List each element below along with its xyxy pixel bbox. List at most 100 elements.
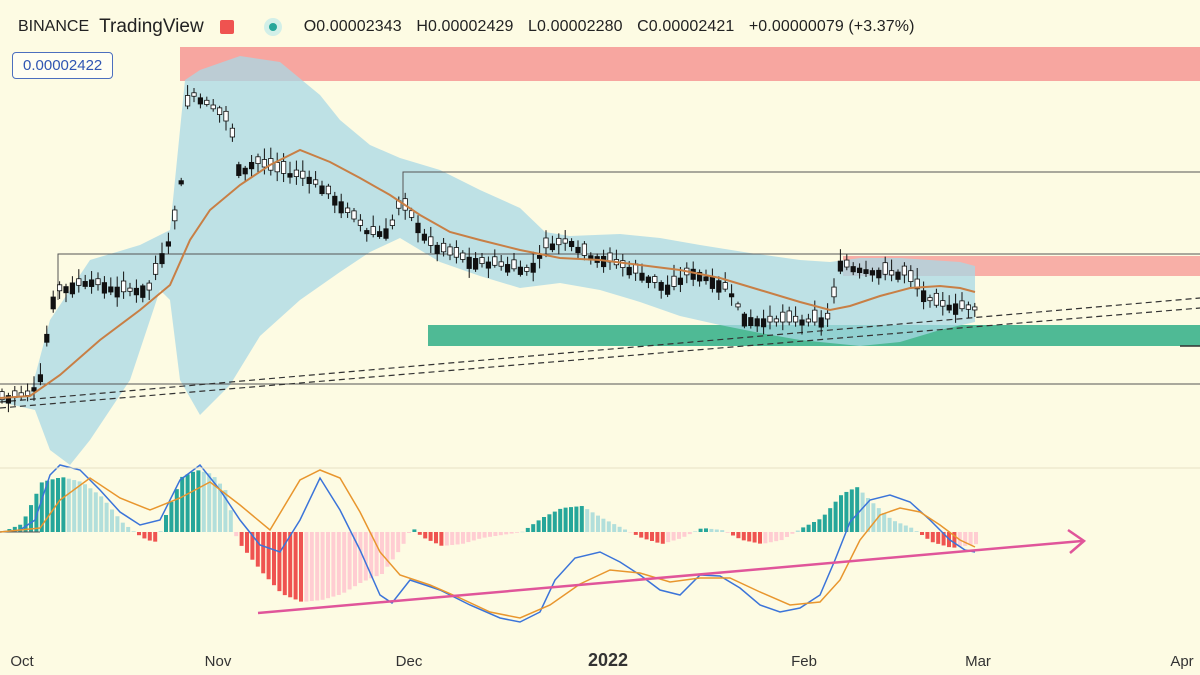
x-tick-label: Dec xyxy=(396,653,423,670)
macd-histogram-bar xyxy=(180,476,185,532)
macd-histogram-bar xyxy=(628,532,633,533)
candle-body xyxy=(735,303,741,308)
macd-histogram-bar xyxy=(12,526,17,532)
macd-histogram-bar xyxy=(396,532,401,553)
candle-body xyxy=(818,317,824,328)
candle-body xyxy=(927,297,933,302)
candle-body xyxy=(793,315,799,323)
macd-histogram-bar xyxy=(806,524,811,532)
candle-body xyxy=(242,167,248,175)
macd-histogram-bar xyxy=(228,510,233,532)
candle-body xyxy=(325,185,332,195)
macd-histogram-bar xyxy=(353,532,357,587)
macd-histogram-bar xyxy=(288,532,293,598)
price-label-box[interactable]: 0.00002422 xyxy=(12,52,114,79)
candle-body xyxy=(133,287,139,296)
candle-body xyxy=(44,333,50,343)
macd-histogram-bar xyxy=(563,507,568,532)
flag-icon[interactable] xyxy=(219,20,234,34)
candle-body xyxy=(882,262,888,275)
macd-histogram-bar xyxy=(531,524,536,532)
resistance-line xyxy=(402,171,1200,210)
macd-histogram-bar xyxy=(920,532,924,535)
macd-histogram-bar xyxy=(747,532,752,542)
macd-histogram-bar xyxy=(758,532,762,544)
candle-body xyxy=(748,317,754,327)
macd-histogram-bar xyxy=(504,532,509,535)
macd-histogram-bar xyxy=(801,527,806,532)
macd-histogram-bar xyxy=(893,521,897,532)
macd-histogram-bar xyxy=(77,481,82,532)
macd-histogram-bar xyxy=(698,528,703,532)
x-tick-label: Feb xyxy=(791,653,817,670)
macd-histogram-bar xyxy=(272,532,276,586)
macd-histogram-bar xyxy=(790,532,795,534)
macd-histogram-bar xyxy=(601,518,606,532)
candle-body xyxy=(460,252,466,260)
macd-histogram-bar xyxy=(677,532,681,539)
macd-histogram-bar xyxy=(914,531,919,532)
macd-histogram-bar xyxy=(569,507,573,532)
ohlc-open: O0.00002343 xyxy=(303,18,402,35)
market-status-icon[interactable] xyxy=(263,18,282,36)
candle-body xyxy=(831,286,837,298)
macd-histogram-bar xyxy=(342,532,347,593)
supply-zone-top xyxy=(180,47,1200,81)
trendline-arrowhead xyxy=(1067,528,1087,554)
candle-body xyxy=(652,276,658,283)
tradingview-logo-text: TradingView xyxy=(99,16,204,37)
macd-histogram-bar xyxy=(423,532,428,539)
macd-histogram-bar xyxy=(282,532,287,596)
candle-body xyxy=(767,315,773,323)
candle-body xyxy=(857,267,863,274)
macd-histogram-bar xyxy=(390,532,395,560)
macd-histogram-bar xyxy=(887,517,892,532)
macd-histogram-bar xyxy=(882,512,887,532)
macd-histogram-bar xyxy=(482,532,487,538)
candle-body xyxy=(95,278,101,286)
candle-body xyxy=(703,276,709,282)
candle-body xyxy=(274,162,280,173)
zones-layer xyxy=(180,47,1200,346)
macd-histogram-bar xyxy=(304,532,309,602)
x-tick-label: Oct xyxy=(10,653,34,670)
macd-histogram-bar xyxy=(331,532,336,597)
macd-histogram-bar xyxy=(536,520,541,532)
candle-body xyxy=(524,267,530,272)
candle-body xyxy=(287,173,293,178)
macd-histogram-bar xyxy=(50,479,55,532)
macd-histogram-bar xyxy=(876,508,881,532)
candle-body xyxy=(658,282,664,291)
macd-histogram-bar xyxy=(752,532,757,543)
candle-body xyxy=(472,258,479,270)
candle-body xyxy=(761,318,767,328)
symbol-exchange[interactable]: BINANCE xyxy=(18,18,90,35)
ohlc-low: L0.00002280 xyxy=(528,18,623,35)
macd-histogram-bar xyxy=(455,532,460,545)
macd-histogram-bar xyxy=(855,487,860,532)
macd-histogram-bar xyxy=(471,532,476,541)
ohlc-close: C0.00002421 xyxy=(637,18,735,35)
candle-body xyxy=(933,292,940,306)
macd-histogram-bar xyxy=(741,532,746,541)
candle-body xyxy=(959,300,965,310)
candle-body xyxy=(812,309,818,323)
candle-body xyxy=(914,278,920,290)
macd-histogram-bar xyxy=(61,477,66,532)
macd-histogram-bar xyxy=(207,473,212,532)
macd-histogram-bar xyxy=(682,532,687,537)
macd-histogram-bar xyxy=(434,532,438,544)
macd-lines-layer xyxy=(0,463,1087,623)
macd-histogram-bar xyxy=(126,526,131,532)
macd-histogram-bar xyxy=(72,480,77,532)
macd-histogram-bar xyxy=(866,498,870,532)
macd-histogram-bar xyxy=(833,501,838,532)
candle-body xyxy=(428,236,434,246)
macd-histogram-bar xyxy=(817,519,822,532)
macd-histogram-bar xyxy=(196,470,201,532)
macd-histogram-bar xyxy=(293,532,298,600)
macd-histogram-bar xyxy=(623,529,627,532)
macd-histogram-bar xyxy=(191,471,195,532)
